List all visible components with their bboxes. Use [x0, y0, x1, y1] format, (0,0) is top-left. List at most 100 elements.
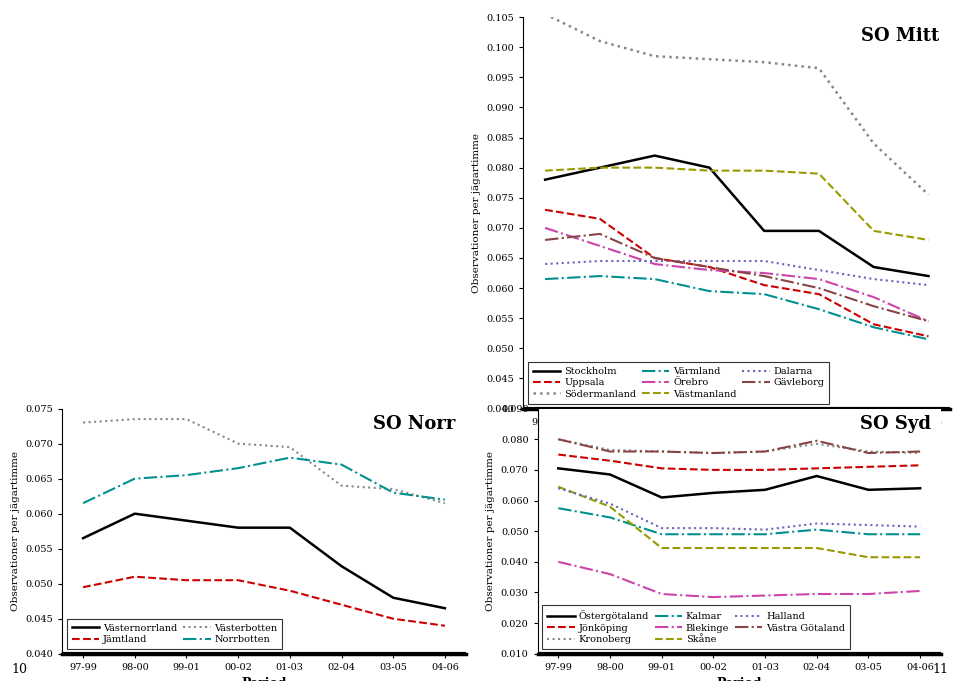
Line: Västerbotten: Västerbotten: [84, 419, 444, 503]
Uppsala: [758, 281, 770, 289]
Jämtland: [439, 622, 450, 630]
Örebro: [594, 242, 606, 250]
Halland: [759, 526, 771, 534]
Västmanland: [758, 167, 770, 175]
Västerbotten: [129, 415, 140, 423]
Jönköping: [811, 464, 823, 473]
Jämtland: [180, 576, 192, 584]
Västra Götaland: [863, 449, 875, 457]
Uppsala: [594, 215, 606, 223]
Västra Götaland: [708, 449, 719, 457]
Skåne: [863, 553, 875, 561]
Y-axis label: Observationer per jägartimme: Observationer per jägartimme: [472, 133, 481, 293]
Värmland: [704, 287, 715, 296]
Västerbotten: [232, 439, 244, 447]
Västmanland: [540, 167, 551, 175]
Örebro: [813, 275, 825, 283]
Östergötaland: [708, 489, 719, 497]
Västernorrland: [129, 509, 140, 518]
Kalmar: [914, 530, 925, 538]
Örebro: [758, 269, 770, 277]
Södermanland: [758, 58, 770, 66]
Västmanland: [868, 227, 879, 235]
Legend: Stockholm, Uppsala, Södermanland, Värmland, Örebro, Västmanland, Dalarna, Gävleb: Stockholm, Uppsala, Södermanland, Värmla…: [528, 362, 829, 404]
Halland: [656, 524, 667, 533]
Västernorrland: [336, 562, 348, 570]
Line: Södermanland: Södermanland: [545, 14, 928, 195]
Norrbotten: [78, 499, 89, 507]
Västernorrland: [232, 524, 244, 532]
Line: Västra Götaland: Västra Götaland: [559, 439, 920, 453]
Norrbotten: [284, 454, 296, 462]
Line: Norrbotten: Norrbotten: [84, 458, 444, 503]
Blekinge: [656, 590, 667, 598]
Norrbotten: [439, 496, 450, 504]
Västerbotten: [78, 419, 89, 427]
Jönköping: [708, 466, 719, 474]
Örebro: [868, 293, 879, 301]
Blekinge: [811, 590, 823, 598]
Örebro: [649, 260, 660, 268]
Kronoberg: [914, 449, 925, 457]
Västmanland: [594, 163, 606, 172]
Blekinge: [553, 558, 564, 566]
Västerbotten: [439, 499, 450, 507]
Södermanland: [868, 140, 879, 148]
Västra Götaland: [914, 447, 925, 456]
Östergötaland: [759, 486, 771, 494]
Västernorrland: [439, 604, 450, 612]
Östergötaland: [863, 486, 875, 494]
Dalarna: [758, 257, 770, 265]
Södermanland: [923, 191, 934, 199]
Legend: Västernorrland, Jämtland, Västerbotten, Norrbotten: Västernorrland, Jämtland, Västerbotten, …: [67, 619, 282, 649]
Blekinge: [604, 570, 615, 578]
Uppsala: [540, 206, 551, 214]
Text: SO Norr: SO Norr: [373, 415, 455, 432]
Västra Götaland: [553, 435, 564, 443]
Västra Götaland: [604, 447, 615, 456]
Line: Stockholm: Stockholm: [545, 155, 928, 276]
Kronoberg: [604, 446, 615, 454]
Uppsala: [649, 254, 660, 262]
Kalmar: [759, 530, 771, 538]
Södermanland: [594, 37, 606, 45]
Kronoberg: [811, 440, 823, 448]
Kalmar: [863, 530, 875, 538]
Kronoberg: [708, 449, 719, 457]
Värmland: [868, 323, 879, 332]
Line: Skåne: Skåne: [559, 487, 920, 557]
Blekinge: [759, 591, 771, 600]
Skåne: [604, 503, 615, 511]
Kronoberg: [863, 447, 875, 456]
Line: Jönköping: Jönköping: [559, 455, 920, 470]
Blekinge: [708, 593, 719, 601]
Skåne: [811, 544, 823, 552]
Skåne: [759, 544, 771, 552]
Västernorrland: [180, 517, 192, 525]
Västerbotten: [284, 443, 296, 452]
Halland: [863, 521, 875, 529]
Västernorrland: [78, 534, 89, 542]
Stockholm: [649, 151, 660, 159]
Text: SO Mitt: SO Mitt: [861, 27, 940, 45]
Stockholm: [923, 272, 934, 280]
Line: Jämtland: Jämtland: [84, 577, 444, 626]
Gävleborg: [868, 302, 879, 311]
Line: Blekinge: Blekinge: [559, 562, 920, 597]
Norrbotten: [180, 471, 192, 479]
Örebro: [923, 317, 934, 326]
Norrbotten: [232, 464, 244, 472]
Västra Götaland: [759, 447, 771, 456]
Stockholm: [813, 227, 825, 235]
Stockholm: [758, 227, 770, 235]
Södermanland: [540, 10, 551, 18]
Gävleborg: [758, 272, 770, 280]
Kalmar: [604, 513, 615, 522]
Stockholm: [704, 163, 715, 172]
Dalarna: [923, 281, 934, 289]
Dalarna: [704, 257, 715, 265]
Jönköping: [759, 466, 771, 474]
Line: Östergötaland: Östergötaland: [559, 469, 920, 498]
Uppsala: [813, 290, 825, 298]
Örebro: [540, 224, 551, 232]
